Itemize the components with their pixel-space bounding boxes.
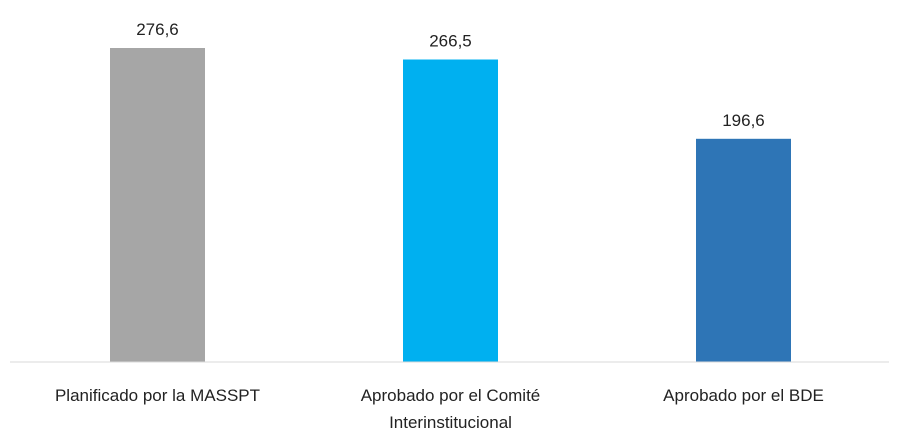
data-label-3: 196,6 [722, 111, 765, 130]
bars-layer [110, 48, 791, 362]
category-label-2-line-1: Aprobado por el Comité [361, 386, 541, 405]
bar-3 [696, 138, 791, 362]
bar-1 [110, 48, 205, 362]
value-labels-layer: 276,6 266,5 196,6 [136, 20, 765, 130]
data-label-2: 266,5 [429, 32, 472, 51]
category-label-1: Planificado por la MASSPT [55, 386, 260, 405]
category-labels-layer: Planificado por la MASSPT Aprobado por el… [55, 386, 824, 432]
bar-2 [403, 59, 498, 362]
data-label-1: 276,6 [136, 20, 179, 39]
category-label-3: Aprobado por el BDE [663, 386, 824, 405]
category-label-2-line-2: Interinstitucional [389, 413, 512, 432]
